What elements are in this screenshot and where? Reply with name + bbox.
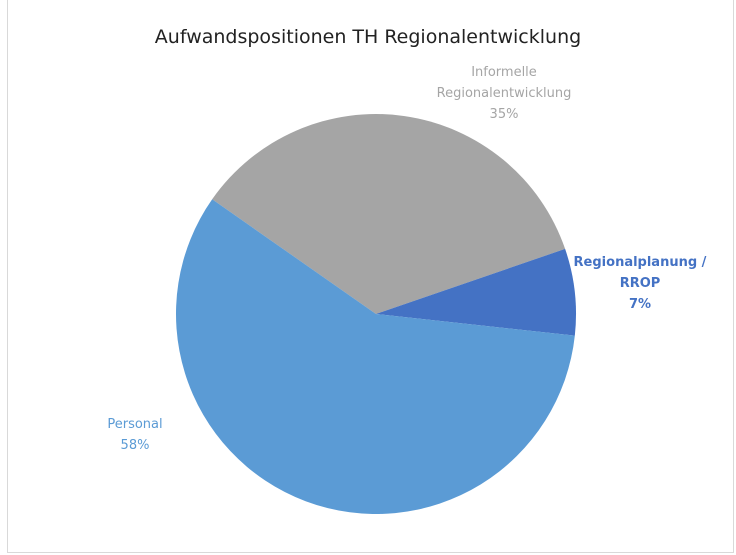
chart-frame bbox=[7, 0, 734, 553]
slice-label: Regionalplanung / RROP 7% bbox=[565, 252, 715, 315]
pie-slice bbox=[212, 114, 566, 314]
category-label: Informelle Regionalentwicklung bbox=[436, 65, 572, 101]
pie-slice bbox=[176, 199, 575, 514]
value-label: 35% bbox=[489, 107, 519, 122]
slice-label: Personal 58% bbox=[75, 414, 195, 456]
category-label: Personal bbox=[107, 417, 163, 432]
pie-slice bbox=[376, 248, 576, 336]
value-label: 58% bbox=[120, 438, 150, 453]
chart-title: Aufwandspositionen TH Regionalentwicklun… bbox=[154, 26, 582, 48]
category-label: Regionalplanung / RROP bbox=[573, 255, 707, 291]
slice-label: Informelle Regionalentwicklung 35% bbox=[404, 62, 604, 125]
value-label: 7% bbox=[628, 297, 652, 312]
